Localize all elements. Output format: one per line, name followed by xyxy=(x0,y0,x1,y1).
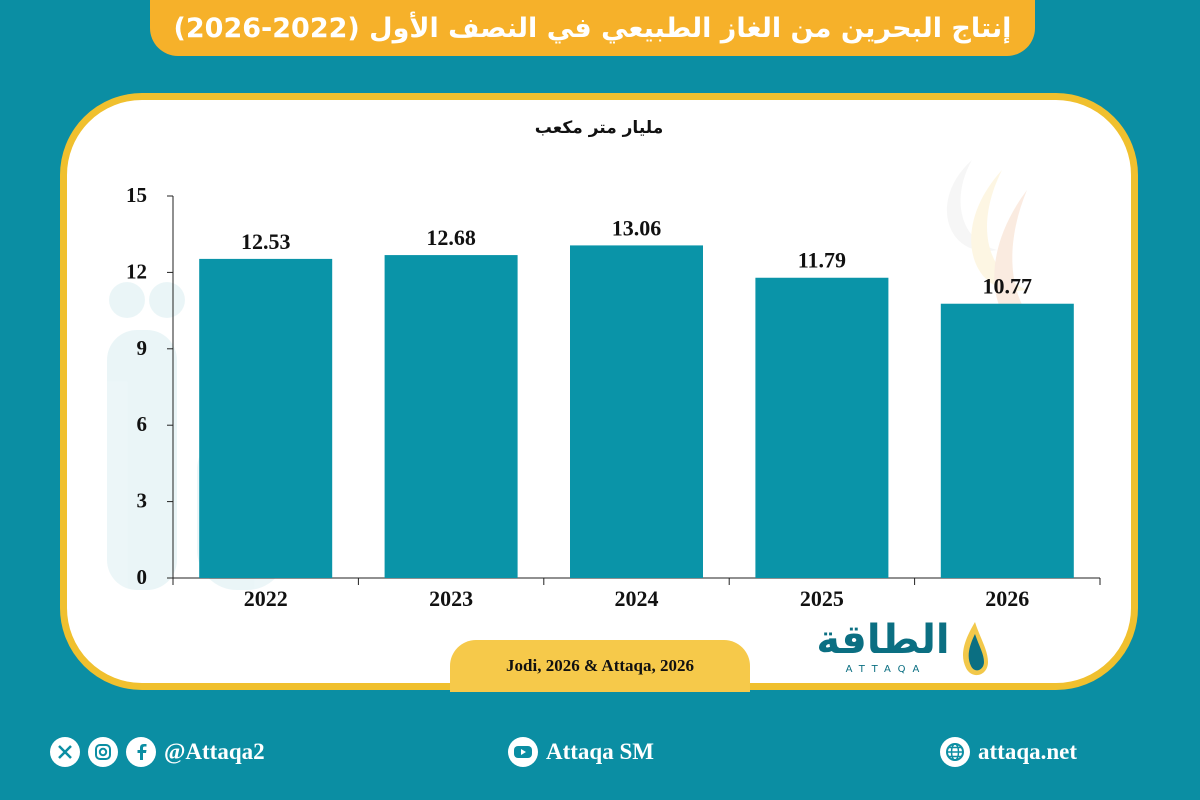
logo-arabic-text: الطاقة xyxy=(816,617,950,663)
instagram-icon[interactable] xyxy=(88,737,118,767)
attaqa-logo: الطاقة ATTAQA xyxy=(808,616,998,684)
bar-value-label: 13.06 xyxy=(612,215,662,240)
website-link[interactable]: attaqa.net xyxy=(940,737,1077,767)
chart-title: إنتاج البحرين من الغاز الطبيعي في النصف … xyxy=(173,12,1012,44)
bar xyxy=(384,255,518,578)
x-tick-label: 2026 xyxy=(985,586,1029,611)
youtube-icon xyxy=(508,737,538,767)
globe-icon xyxy=(940,737,970,767)
bar-value-label: 12.68 xyxy=(426,225,476,250)
youtube-handle: Attaqa SM xyxy=(546,739,654,764)
y-tick-label: 9 xyxy=(137,336,148,360)
y-tick-label: 15 xyxy=(126,183,147,207)
x-tick-label: 2025 xyxy=(800,586,844,611)
x-tick-label: 2023 xyxy=(429,586,473,611)
x-tick-label: 2022 xyxy=(244,586,288,611)
youtube-link[interactable]: Attaqa SM xyxy=(508,737,654,767)
bar xyxy=(199,258,333,578)
bar xyxy=(755,277,889,578)
unit-label: مليار متر مكعب xyxy=(534,118,664,138)
y-tick-label: 0 xyxy=(137,565,148,589)
bar xyxy=(570,245,703,578)
social-links: @Attaqa2 xyxy=(50,737,265,767)
source-text: Jodi, 2026 & Attaqa, 2026 xyxy=(506,656,694,675)
bar-value-label: 11.79 xyxy=(798,248,846,273)
bar xyxy=(940,303,1074,578)
footer: @Attaqa2 Attaqa SM attaqa.net xyxy=(0,725,1200,785)
title-banner: إنتاج البحرين من الغاز الطبيعي في النصف … xyxy=(150,0,1035,56)
x-tick-label: 2024 xyxy=(615,586,659,611)
facebook-icon[interactable] xyxy=(126,737,156,767)
y-tick-label: 12 xyxy=(126,259,147,283)
website-url: attaqa.net xyxy=(978,739,1078,764)
social-handle[interactable]: @Attaqa2 xyxy=(164,739,265,764)
bar-value-label: 10.77 xyxy=(983,274,1033,299)
source-label: Jodi, 2026 & Attaqa, 2026 xyxy=(450,640,750,692)
x-icon[interactable] xyxy=(50,737,80,767)
logo-english-text: ATTAQA xyxy=(845,664,927,675)
y-tick-label: 6 xyxy=(137,412,148,436)
y-tick-label: 3 xyxy=(137,489,148,513)
bar-value-label: 12.53 xyxy=(241,229,291,254)
flame-drop-icon xyxy=(963,622,988,676)
